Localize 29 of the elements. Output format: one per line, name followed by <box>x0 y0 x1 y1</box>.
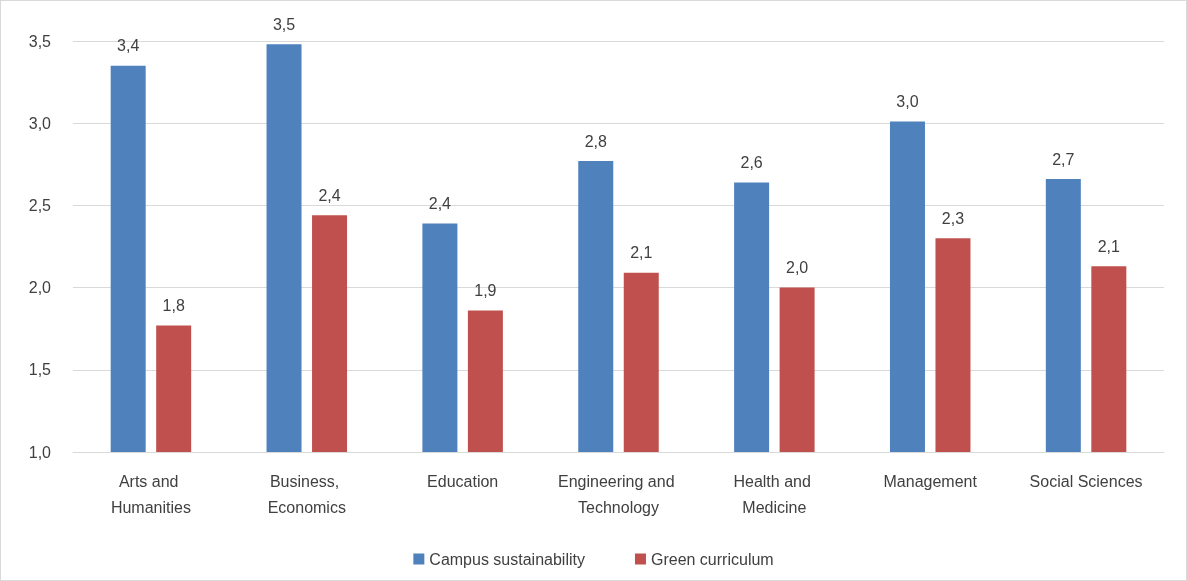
x-tick-label: Management <box>883 472 978 490</box>
data-label: 3,0 <box>896 93 919 111</box>
data-label: 2,3 <box>941 209 965 227</box>
data-label: 2,1 <box>630 244 653 262</box>
data-label: 2,7 <box>1052 150 1075 168</box>
data-label: 2,4 <box>428 194 452 212</box>
y-tick-label: 3,5 <box>28 32 52 50</box>
x-tick-label: Social Sciences <box>1029 472 1143 490</box>
data-label: 2,1 <box>1097 237 1121 255</box>
data-label: 2,6 <box>740 153 763 171</box>
x-tick-label: Business, Economics <box>267 472 346 516</box>
data-label: 1,8 <box>162 296 185 314</box>
x-tick-label: Health and Medicine <box>733 472 816 516</box>
x-tick-label: Education <box>427 472 499 490</box>
y-tick-label: 1,5 <box>28 361 52 379</box>
data-label: 3,4 <box>117 37 140 55</box>
data-label: 1,9 <box>474 282 497 300</box>
legend-label: Green curriculum <box>650 550 774 568</box>
y-tick-label: 2,0 <box>28 279 52 297</box>
y-tick-label: 1,0 <box>28 443 52 461</box>
x-tick-label: Engineering and Technology <box>558 472 679 516</box>
y-tick-label: 2,5 <box>28 196 52 214</box>
data-label: 2,4 <box>318 186 341 204</box>
data-label: 2,0 <box>785 259 809 277</box>
data-label: 2,8 <box>584 132 607 150</box>
y-tick-label: 3,0 <box>28 114 52 132</box>
x-tick-label: Arts and Humanities <box>110 472 191 516</box>
data-label: 3,5 <box>272 15 296 33</box>
legend-label: Campus sustainability <box>429 550 585 568</box>
